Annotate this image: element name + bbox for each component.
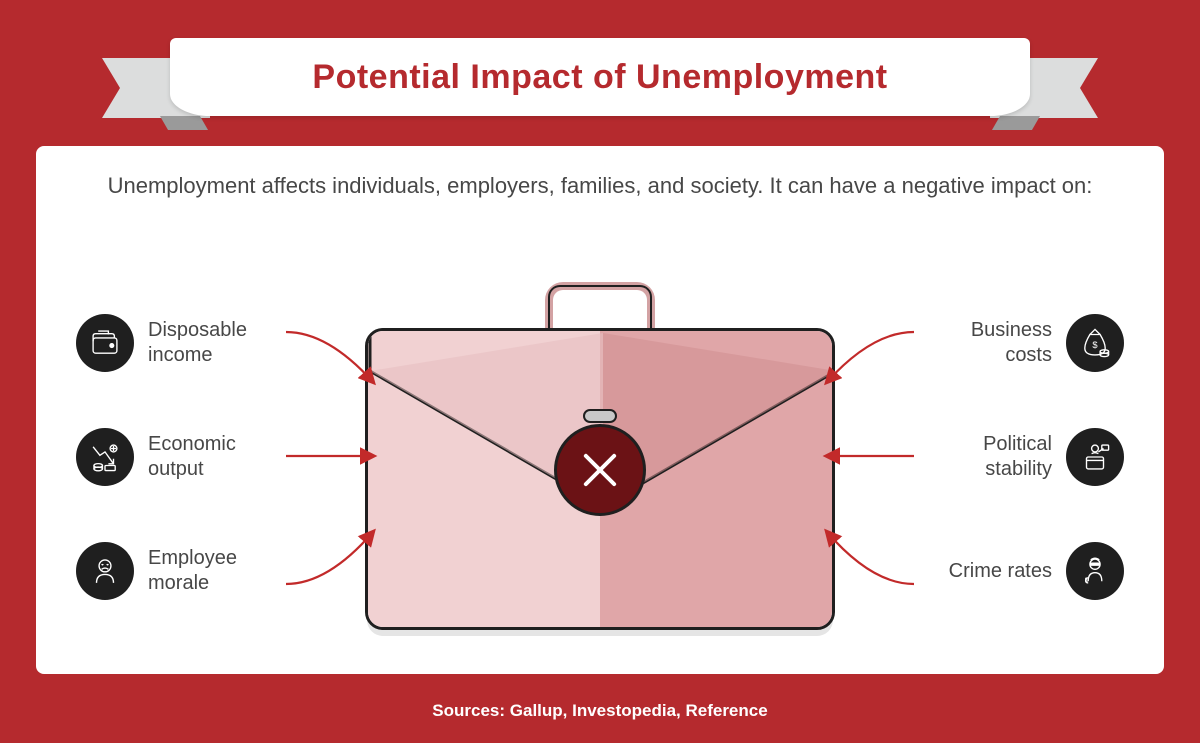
impact-employee-morale: Employee morale <box>76 542 278 600</box>
briefcase-graphic <box>365 274 835 644</box>
sad-person-icon <box>76 542 134 600</box>
impact-label: Employee morale <box>148 546 278 596</box>
thief-icon: $ <box>1066 542 1124 600</box>
impact-disposable-income: Disposable income <box>76 314 278 372</box>
podium-icon <box>1066 428 1124 486</box>
impact-label: Business costs <box>922 318 1052 368</box>
money-bag-icon: $ <box>1066 314 1124 372</box>
title-banner: Potential Impact of Unemployment <box>120 38 1080 116</box>
banner-body: Potential Impact of Unemployment <box>170 38 1030 116</box>
impact-crime-rates: $ Crime rates <box>949 542 1124 600</box>
page-title: Potential Impact of Unemployment <box>312 58 887 97</box>
banner-fold-right <box>992 116 1040 130</box>
impact-business-costs: $ Business costs <box>922 314 1124 372</box>
banner-fold-left <box>160 116 208 130</box>
intro-text: Unemployment affects individuals, employ… <box>96 170 1104 202</box>
briefcase-latch <box>583 409 617 423</box>
impact-label: Political stability <box>922 432 1052 482</box>
impact-label: Crime rates <box>949 559 1052 584</box>
briefcase-seal-x-icon <box>554 424 646 516</box>
down-chart-icon <box>76 428 134 486</box>
impact-label: Disposable income <box>148 318 278 368</box>
briefcase-handle <box>545 282 655 328</box>
impact-economic-output: Economic output <box>76 428 278 486</box>
wallet-icon <box>76 314 134 372</box>
sources-text: Sources: Gallup, Investopedia, Reference <box>0 701 1200 721</box>
impact-political-stability: Political stability <box>922 428 1124 486</box>
content-card: Unemployment affects individuals, employ… <box>36 146 1164 674</box>
impact-label: Economic output <box>148 432 278 482</box>
svg-text:$: $ <box>1092 340 1098 350</box>
